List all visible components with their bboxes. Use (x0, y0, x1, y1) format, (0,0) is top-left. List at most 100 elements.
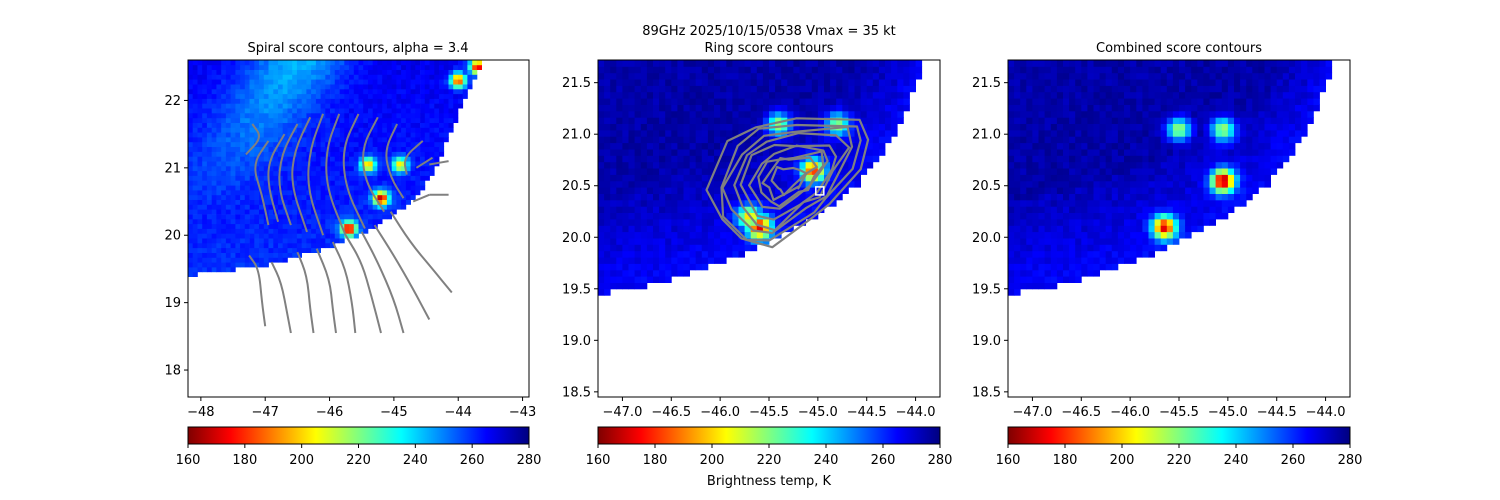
field-cell (192, 165, 198, 172)
field-cell (1105, 66, 1113, 74)
field-cell (659, 66, 666, 74)
field-cell (1111, 66, 1119, 74)
field-cell (1056, 257, 1064, 264)
field-cell (1240, 155, 1247, 163)
field-cell (244, 199, 250, 205)
field-cell (848, 180, 855, 188)
field-cell (732, 142, 739, 150)
field-cell (1240, 174, 1247, 182)
field-cell (1160, 238, 1168, 245)
field-cell (396, 117, 402, 123)
field-cell (287, 194, 293, 200)
field-cell (344, 108, 350, 114)
field-cell (726, 117, 733, 124)
field-cell (1026, 180, 1033, 188)
field-cell (249, 238, 255, 244)
field-cell (1209, 91, 1216, 99)
field-cell (1008, 206, 1015, 213)
field-cell (311, 223, 317, 229)
field-cell (695, 79, 703, 86)
field-cell (1166, 104, 1174, 112)
field-cell (415, 127, 421, 133)
field-cell (230, 262, 236, 268)
field-cell (811, 123, 819, 131)
field-cell (325, 242, 331, 249)
field-cell (311, 146, 317, 152)
field-cell (415, 151, 421, 157)
field-cell (640, 282, 648, 290)
field-cell (462, 64, 468, 70)
field-cell (634, 72, 642, 80)
field-cell (244, 218, 250, 225)
field-cell (1081, 60, 1088, 67)
field-cell (188, 252, 194, 258)
field-cell (689, 91, 697, 99)
field-cell (353, 79, 359, 85)
field-cell (353, 69, 359, 75)
field-cell (396, 127, 402, 133)
field-cell (301, 132, 307, 138)
y-tick-label: 21 (164, 161, 181, 176)
field-cell (1197, 79, 1204, 86)
field-cell (424, 88, 430, 95)
field-cell (653, 193, 660, 201)
field-cell (1050, 91, 1058, 99)
field-cell (769, 66, 776, 74)
field-cell (860, 136, 868, 144)
field-cell (467, 69, 473, 75)
field-cell (401, 170, 407, 176)
field-cell (372, 122, 378, 128)
field-cell (677, 257, 684, 264)
field-cell (762, 206, 770, 213)
field-cell (263, 242, 269, 249)
field-cell (296, 93, 302, 99)
field-cell (273, 180, 279, 186)
field-cell (897, 66, 904, 74)
field-cell (188, 262, 194, 268)
field-cell (683, 250, 690, 258)
field-cell (320, 194, 326, 200)
field-cell (1203, 60, 1210, 67)
field-cell (401, 146, 407, 152)
field-cell (738, 238, 745, 245)
field-cell (1020, 269, 1027, 277)
field-cell (230, 214, 236, 220)
field-cell (296, 190, 302, 196)
field-cell (707, 98, 715, 105)
field-cell (616, 244, 623, 252)
field-cell (401, 141, 407, 147)
field-cell (1081, 212, 1088, 220)
field-cell (598, 269, 605, 277)
field-cell (1234, 199, 1241, 207)
field-cell (1234, 142, 1241, 150)
field-cell (377, 156, 383, 162)
field-cell (1117, 110, 1125, 118)
field-cell (315, 242, 321, 249)
field-cell (854, 174, 861, 182)
field-cell (197, 170, 203, 176)
field-cell (659, 149, 666, 156)
field-cell (1087, 180, 1094, 188)
field-cell (225, 180, 231, 186)
field-cell (206, 122, 212, 128)
field-cell (1038, 142, 1045, 150)
field-cell (1093, 168, 1100, 175)
field-cell (211, 69, 217, 75)
field-cell (689, 219, 697, 226)
field-cell (616, 136, 623, 144)
field-cell (640, 238, 648, 245)
field-cell (259, 127, 265, 133)
field-cell (762, 117, 770, 124)
field-cell (1215, 161, 1223, 169)
field-cell (206, 88, 212, 95)
field-cell (781, 161, 788, 169)
field-cell (382, 146, 388, 152)
field-cell (1185, 180, 1192, 188)
field-cell (646, 263, 654, 271)
field-cell (1117, 225, 1125, 233)
field-cell (836, 66, 843, 74)
field-cell (315, 214, 321, 220)
field-cell (230, 242, 236, 249)
field-cell (344, 88, 350, 95)
field-cell (306, 214, 312, 220)
